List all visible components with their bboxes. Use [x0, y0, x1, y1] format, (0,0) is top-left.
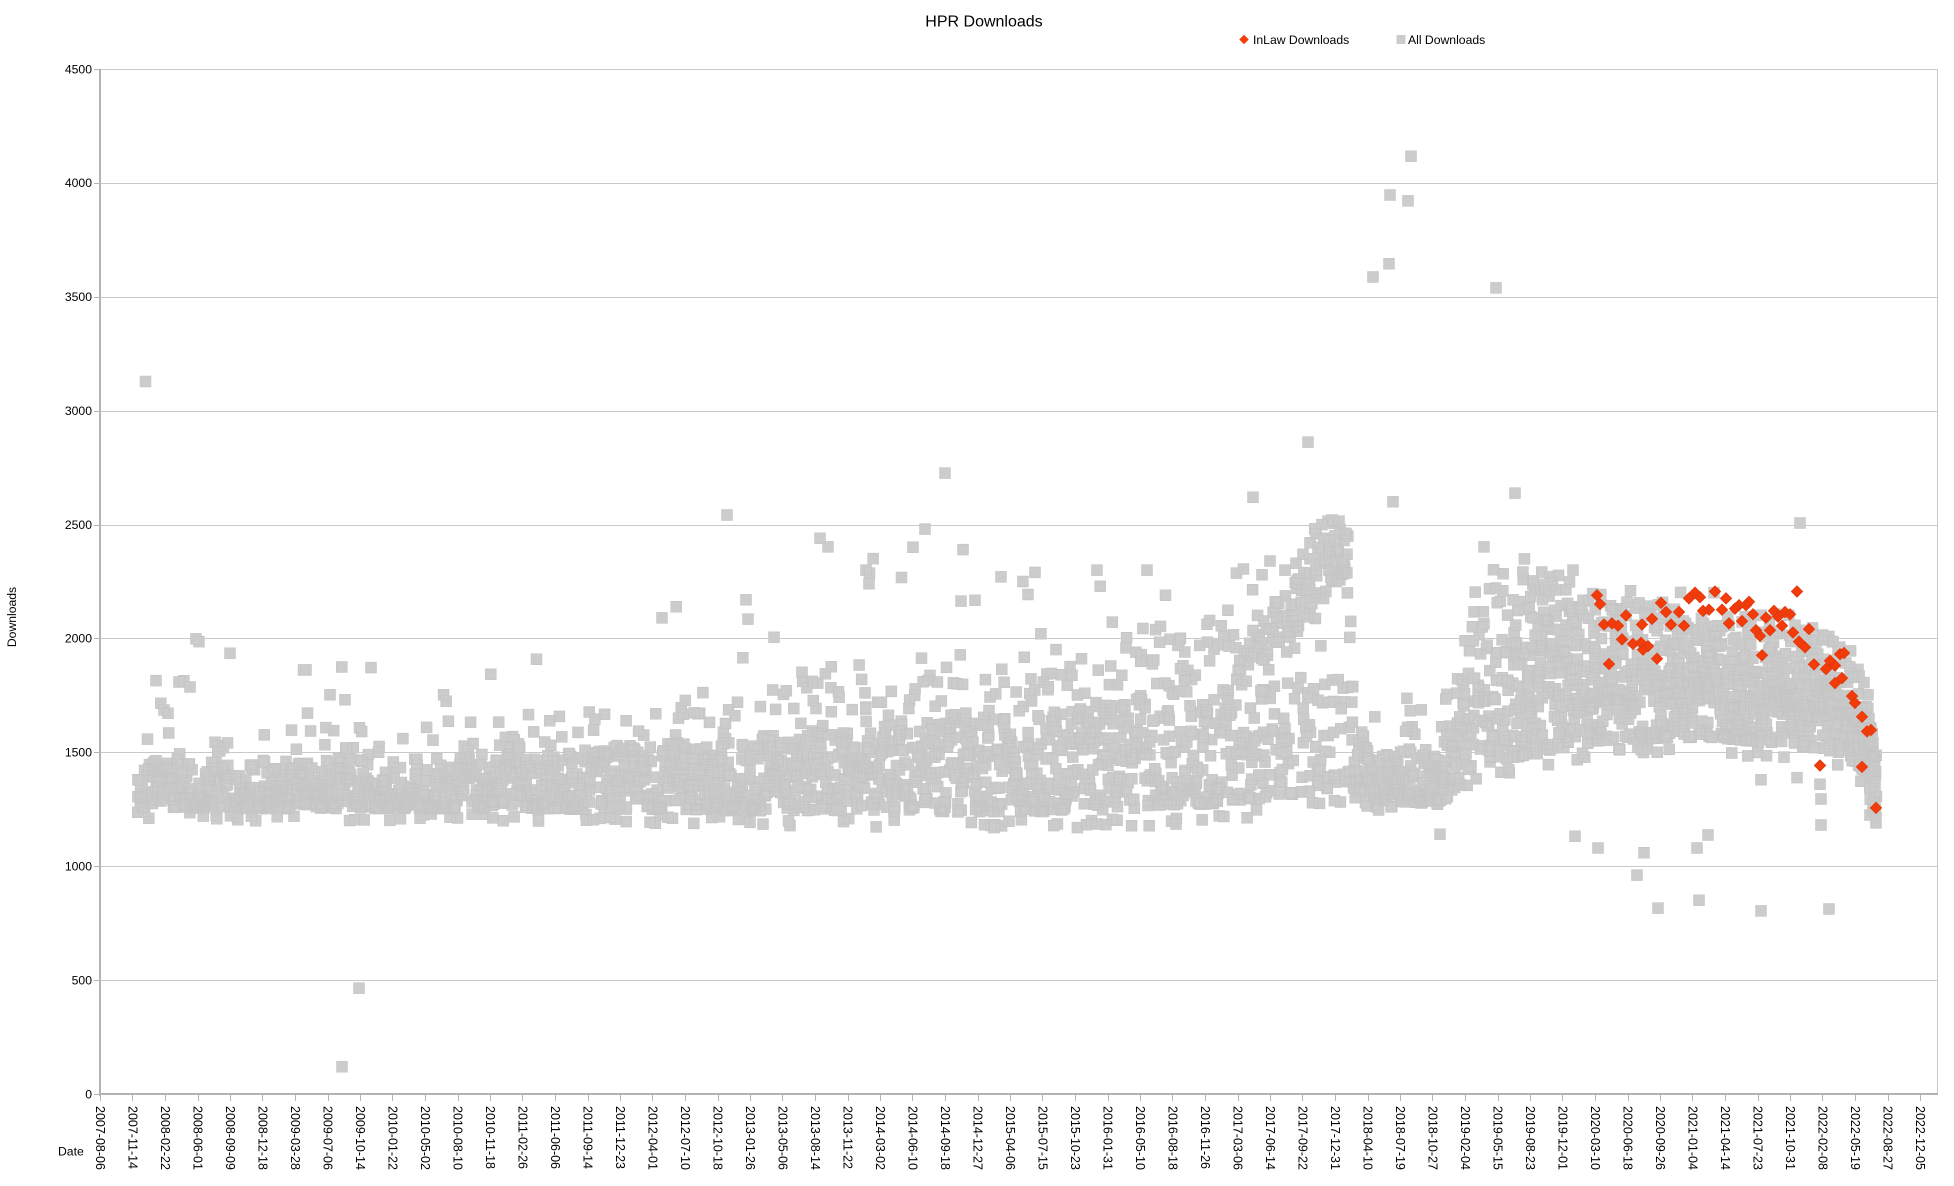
svg-text:2010-11-18: 2010-11-18: [483, 1106, 497, 1169]
svg-text:2017-03-06: 2017-03-06: [1230, 1106, 1244, 1170]
svg-text:All Downloads: All Downloads: [1408, 33, 1485, 47]
svg-text:2014-03-02: 2014-03-02: [873, 1106, 887, 1170]
svg-text:2016-05-10: 2016-05-10: [1133, 1106, 1147, 1170]
svg-text:2009-03-28: 2009-03-28: [288, 1106, 302, 1170]
svg-text:2000: 2000: [65, 632, 92, 646]
svg-text:2012-10-18: 2012-10-18: [710, 1106, 724, 1170]
svg-text:500: 500: [72, 973, 93, 987]
svg-text:2014-06-10: 2014-06-10: [905, 1106, 919, 1170]
svg-text:2021-10-31: 2021-10-31: [1783, 1106, 1797, 1170]
svg-text:Downloads: Downloads: [5, 587, 19, 647]
svg-text:2022-12-05: 2022-12-05: [1913, 1106, 1927, 1170]
svg-text:2007-11-14: 2007-11-14: [125, 1106, 139, 1169]
svg-text:2020-09-26: 2020-09-26: [1653, 1106, 1667, 1170]
svg-text:2010-01-22: 2010-01-22: [385, 1106, 399, 1170]
svg-text:2009-07-06: 2009-07-06: [320, 1106, 334, 1170]
svg-text:2007-08-06: 2007-08-06: [93, 1106, 107, 1170]
svg-text:2014-09-18: 2014-09-18: [938, 1106, 952, 1170]
svg-text:2014-12-27: 2014-12-27: [970, 1106, 984, 1170]
svg-text:2015-04-06: 2015-04-06: [1003, 1106, 1017, 1170]
svg-text:1500: 1500: [65, 746, 92, 760]
svg-text:2010-05-02: 2010-05-02: [418, 1106, 432, 1170]
svg-text:4500: 4500: [65, 62, 92, 76]
svg-text:3500: 3500: [65, 290, 92, 304]
svg-text:2011-06-06: 2011-06-06: [548, 1106, 562, 1169]
svg-text:2013-01-26: 2013-01-26: [743, 1106, 757, 1170]
svg-text:2008-12-18: 2008-12-18: [255, 1106, 269, 1170]
svg-text:1000: 1000: [65, 860, 92, 874]
svg-text:3000: 3000: [65, 404, 92, 418]
svg-text:2022-02-08: 2022-02-08: [1815, 1106, 1829, 1170]
svg-text:2020-03-10: 2020-03-10: [1588, 1106, 1602, 1170]
svg-text:2021-01-04: 2021-01-04: [1685, 1106, 1699, 1170]
svg-text:InLaw Downloads: InLaw Downloads: [1253, 33, 1349, 47]
svg-text:2022-05-19: 2022-05-19: [1848, 1106, 1862, 1170]
svg-text:2016-01-31: 2016-01-31: [1100, 1106, 1114, 1170]
svg-text:2016-08-18: 2016-08-18: [1165, 1106, 1179, 1170]
svg-text:2012-04-01: 2012-04-01: [645, 1106, 659, 1170]
svg-text:2008-02-22: 2008-02-22: [158, 1106, 172, 1170]
svg-text:2500: 2500: [65, 518, 92, 532]
svg-text:2016-11-26: 2016-11-26: [1198, 1106, 1212, 1169]
svg-text:2015-07-15: 2015-07-15: [1035, 1106, 1049, 1170]
svg-text:2015-10-23: 2015-10-23: [1068, 1106, 1082, 1170]
svg-text:0: 0: [85, 1087, 92, 1101]
svg-text:2013-11-22: 2013-11-22: [840, 1106, 854, 1169]
svg-text:2011-12-23: 2011-12-23: [613, 1106, 627, 1169]
svg-text:Date: Date: [58, 1145, 84, 1159]
svg-text:2013-08-14: 2013-08-14: [808, 1106, 822, 1170]
svg-text:2019-08-23: 2019-08-23: [1523, 1106, 1537, 1170]
svg-text:2013-05-06: 2013-05-06: [775, 1106, 789, 1170]
svg-text:2008-06-01: 2008-06-01: [190, 1106, 204, 1170]
svg-text:2011-02-26: 2011-02-26: [515, 1106, 529, 1169]
svg-text:2008-09-09: 2008-09-09: [223, 1106, 237, 1170]
svg-text:HPR Downloads: HPR Downloads: [925, 14, 1042, 31]
svg-text:2020-06-18: 2020-06-18: [1620, 1106, 1634, 1170]
svg-text:2011-09-14: 2011-09-14: [580, 1106, 594, 1169]
svg-text:2012-07-10: 2012-07-10: [678, 1106, 692, 1170]
svg-text:2009-10-14: 2009-10-14: [353, 1106, 367, 1170]
svg-text:2010-08-10: 2010-08-10: [450, 1106, 464, 1170]
svg-text:2021-07-23: 2021-07-23: [1750, 1106, 1764, 1170]
svg-text:4000: 4000: [65, 176, 92, 190]
svg-text:2018-04-10: 2018-04-10: [1360, 1106, 1374, 1170]
svg-text:2017-06-14: 2017-06-14: [1263, 1106, 1277, 1170]
svg-text:2022-08-27: 2022-08-27: [1880, 1106, 1894, 1170]
svg-text:2019-05-15: 2019-05-15: [1490, 1106, 1504, 1170]
svg-text:2017-12-31: 2017-12-31: [1328, 1106, 1342, 1170]
svg-text:2019-02-04: 2019-02-04: [1458, 1106, 1472, 1170]
svg-text:2019-12-01: 2019-12-01: [1555, 1106, 1569, 1170]
svg-text:2018-07-19: 2018-07-19: [1393, 1106, 1407, 1170]
svg-text:2021-04-14: 2021-04-14: [1718, 1106, 1732, 1170]
svg-text:2017-09-22: 2017-09-22: [1295, 1106, 1309, 1170]
svg-text:2018-10-27: 2018-10-27: [1425, 1106, 1439, 1170]
